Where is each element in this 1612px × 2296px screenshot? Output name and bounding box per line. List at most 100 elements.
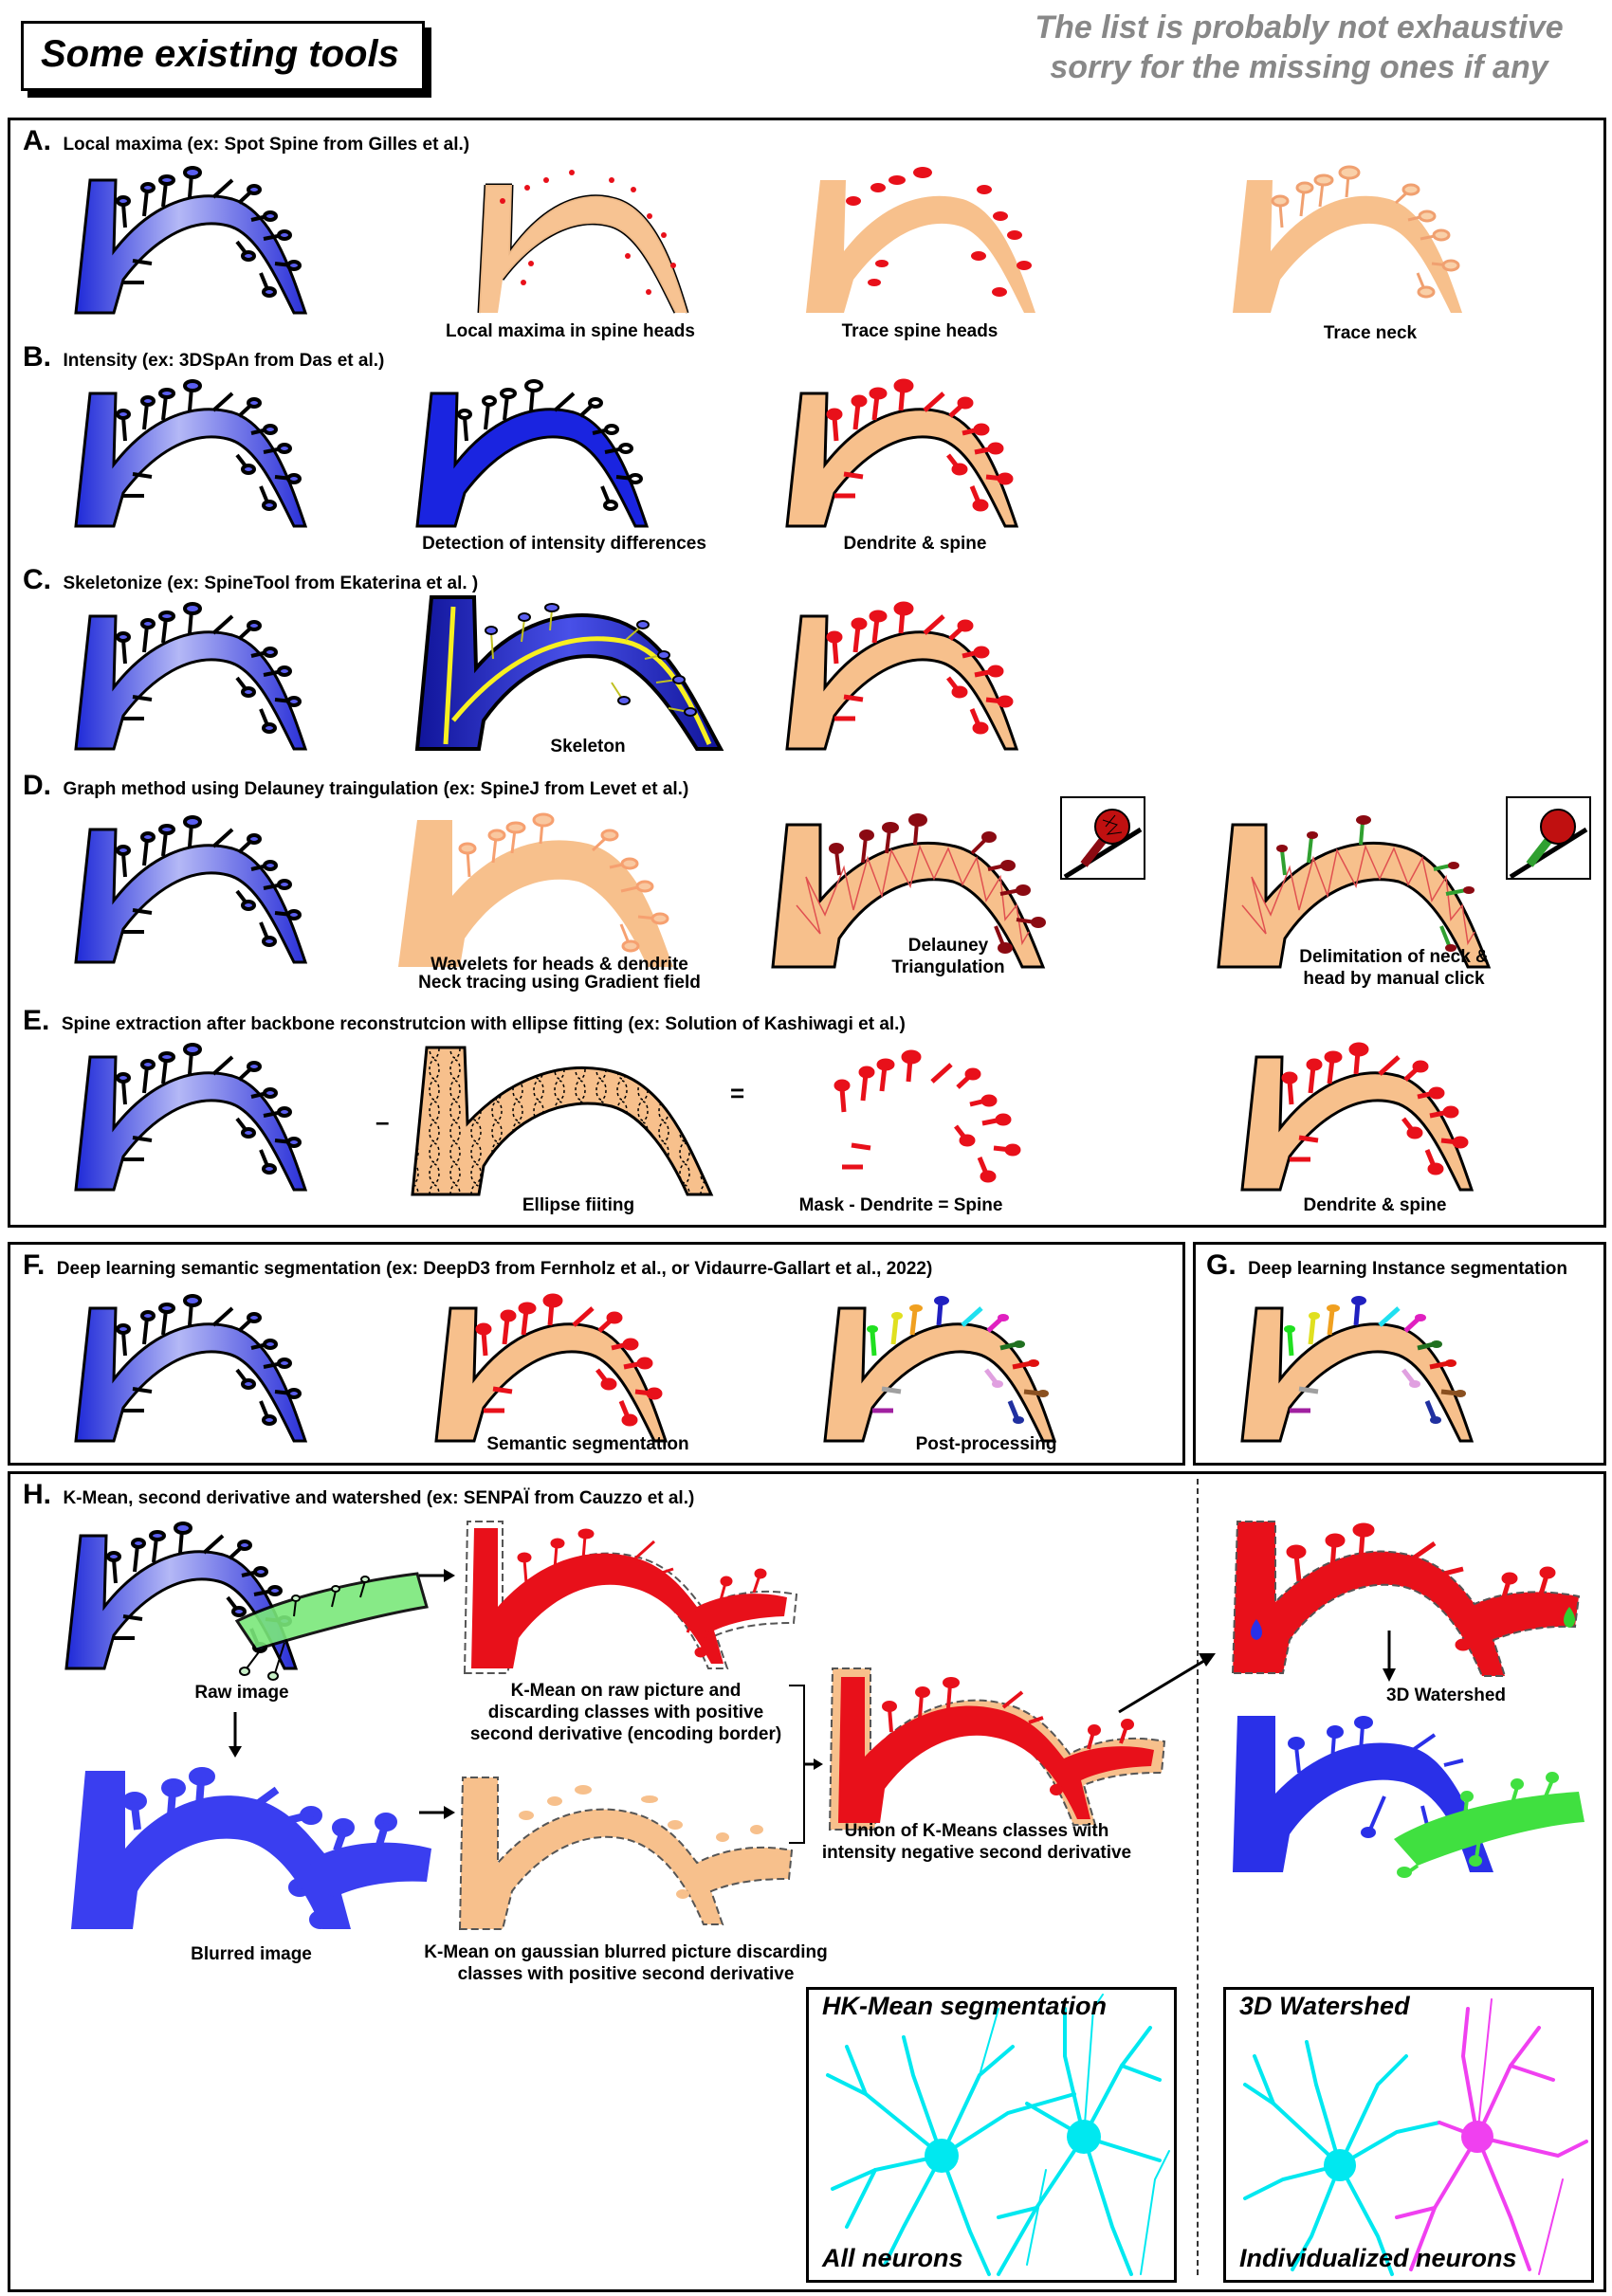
c-caption-1: Skeleton: [550, 737, 626, 756]
e-minus-sign: –: [376, 1107, 390, 1136]
h-caption-union-line-1: Union of K-Means classes with: [844, 1821, 1109, 1841]
section-f-title: Deep learning semantic segmentation (ex:…: [56, 1259, 933, 1279]
g-instance-dendrite: [1240, 1289, 1474, 1443]
h-caption-kmean-blurred: K-Mean on gaussian blurred picture disca…: [398, 1941, 853, 1985]
h-caption-watershed-step: 3D Watershed: [1386, 1686, 1506, 1705]
f-postprocessing-dendrite: [823, 1289, 1056, 1443]
d-delimitation-inset: [1506, 796, 1591, 880]
h-caption-kmean-raw-line-2: discarding classes with positive: [487, 1703, 764, 1722]
e-raw-dendrite: [74, 1043, 307, 1192]
a-caption-1: Local maxima in spine heads: [446, 321, 695, 341]
b-dendrite-spine: [785, 374, 1018, 528]
section-b-letter: B.: [23, 341, 51, 373]
h-kmean-raw: [463, 1521, 798, 1674]
section-e-letter: E.: [23, 1005, 50, 1036]
section-d-letter: D.: [23, 770, 51, 801]
e-caption-3: Dendrite & spine: [1303, 1195, 1447, 1215]
h-arrow-union-to-watershed: [1118, 1653, 1216, 1714]
d-caption-2: Delauney Triangulation: [853, 935, 1043, 978]
disclaimer: The list is probably not exhaustive sorr…: [1005, 8, 1593, 87]
inset-watershed-title: 3D Watershed: [1239, 1992, 1410, 2020]
d-caption-2-line-1: Delauney: [907, 936, 989, 956]
page-title: Some existing tools: [41, 33, 399, 75]
section-d-header: D. Graph method using Delauney traingula…: [23, 770, 688, 802]
section-c-letter: C.: [23, 564, 51, 595]
c-raw-dendrite: [74, 602, 307, 751]
inset-hkmean-footer: All neurons: [822, 2244, 963, 2272]
f-caption-1: Semantic segmentation: [486, 1434, 689, 1454]
h-caption-kmean-raw-line-3: second derivative (encoding border): [469, 1724, 782, 1744]
section-a-header: A. Local maxima (ex: Spot Spine from Gil…: [23, 125, 469, 157]
h-caption-kmean-blurred-line-1: K-Mean on gaussian blurred picture disca…: [424, 1942, 828, 1962]
watershed-neurons: [1243, 1998, 1588, 2276]
section-a-letter: A.: [23, 125, 51, 156]
h-caption-kmean-blurred-line-2: classes with positive second derivative: [457, 1964, 795, 1984]
section-g-letter: G.: [1206, 1249, 1236, 1281]
section-c-header: C. Skeletonize (ex: SpineTool from Ekate…: [23, 564, 478, 596]
h-union: [828, 1667, 1166, 1831]
h-arrow-watershed: [1383, 1631, 1396, 1682]
disclaimer-line-2: sorry for the missing ones if any: [1050, 49, 1548, 85]
section-c-title: Skeletonize (ex: SpineTool from Ekaterin…: [63, 574, 479, 593]
c-dendrite-spine: [785, 597, 1018, 751]
inset-hkmean-title: HK-Mean segmentation: [822, 1992, 1108, 2020]
inset-watershed: 3D Watershed Individualized neurons: [1223, 1987, 1594, 2283]
b-raw-dendrite: [74, 379, 307, 528]
d-caption-1-line-2: Neck tracing using Gradient field: [418, 973, 701, 993]
d-delimitation-dendrite: [1217, 815, 1492, 969]
h-caption-raw: Raw image: [194, 1683, 289, 1703]
inset-watershed-footer: Individualized neurons: [1239, 2244, 1517, 2272]
hkmean-neurons: [826, 1994, 1170, 2276]
d-delauney-dendrite: [771, 813, 1046, 969]
d-caption-3-line-1: Delimitation of neck &: [1299, 947, 1489, 967]
c-skeleton-dendrite: [414, 595, 724, 751]
a-trace-neck-dendrite: [1233, 165, 1462, 313]
section-g-header: G. Deep learning Instance segmentation: [1206, 1249, 1567, 1282]
section-h-header: H. K-Mean, second derivative and watersh…: [23, 1479, 694, 1511]
h-caption-kmean-raw: K-Mean on raw picture and discarding cla…: [446, 1680, 806, 1745]
inset-hkmean: HK-Mean segmentation All neurons: [806, 1987, 1177, 2283]
d-caption-1-line-1: Wavelets for heads & dendrite: [430, 955, 688, 975]
d-caption-2-line-2: Triangulation: [891, 957, 1005, 977]
h-arrow-blurred-to-kmean: [419, 1806, 455, 1819]
e-caption-2: Mask - Dendrite = Spine: [798, 1195, 1003, 1215]
title-box: Some existing tools: [21, 21, 425, 91]
h-merge-bracket: [789, 1685, 823, 1844]
section-b-header: B. Intensity (ex: 3DSpAn from Das et al.…: [23, 341, 384, 374]
section-f-letter: F.: [23, 1249, 46, 1281]
d-delauney-inset: [1060, 796, 1145, 880]
e-spine-mask: [768, 1038, 1034, 1199]
h-caption-kmean-raw-line-1: K-Mean on raw picture and: [510, 1681, 742, 1701]
section-g-title: Deep learning Instance segmentation: [1248, 1259, 1567, 1279]
h-caption-blurred: Blurred image: [191, 1944, 312, 1964]
section-b-title: Intensity (ex: 3DSpAn from Das et al.): [63, 351, 385, 371]
e-ellipse-fit-dendrite: [411, 1046, 714, 1196]
h-watershed-result: [1233, 1716, 1585, 1878]
d-caption-1: Wavelets for heads & dendrite Neck traci…: [341, 954, 778, 993]
e-caption-1: Ellipse fiiting: [522, 1195, 635, 1215]
h-blurred-image: [71, 1767, 431, 1929]
section-a-title: Local maxima (ex: Spot Spine from Gilles…: [63, 135, 470, 155]
a-caption-3: Trace neck: [1323, 323, 1418, 343]
b-intensity-dendrite: [415, 379, 649, 528]
disclaimer-line-1: The list is probably not exhaustive: [1035, 9, 1564, 46]
section-e-title: Spine extraction after backbone reconstr…: [61, 1014, 906, 1034]
h-divider: [1197, 1479, 1199, 2275]
d-caption-3-line-2: head by manual click: [1303, 969, 1485, 989]
h-caption-union-line-2: intensity negative second derivative: [821, 1843, 1132, 1863]
a-caption-2: Trace spine heads: [841, 321, 998, 341]
b-caption-2: Dendrite & spine: [843, 534, 987, 554]
h-kmean-blurred: [458, 1777, 794, 1930]
f-raw-dendrite: [74, 1294, 307, 1443]
section-f-header: F. Deep learning semantic segmentation (…: [23, 1249, 932, 1282]
d-raw-dendrite: [74, 815, 307, 964]
a-trace-heads-dendrite: [806, 167, 1035, 313]
e-dendrite-spine: [1240, 1038, 1474, 1192]
f-semantic-dendrite: [434, 1289, 668, 1443]
h-arrow-raw-to-blurred: [229, 1712, 242, 1758]
section-e-header: E. Spine extraction after backbone recon…: [23, 1005, 906, 1037]
h-caption-union: Union of K-Means classes with intensity …: [806, 1820, 1147, 1864]
e-equals-sign: =: [730, 1079, 745, 1107]
a-local-maxima-dendrite: [477, 170, 689, 314]
a-raw-dendrite: [74, 166, 307, 315]
